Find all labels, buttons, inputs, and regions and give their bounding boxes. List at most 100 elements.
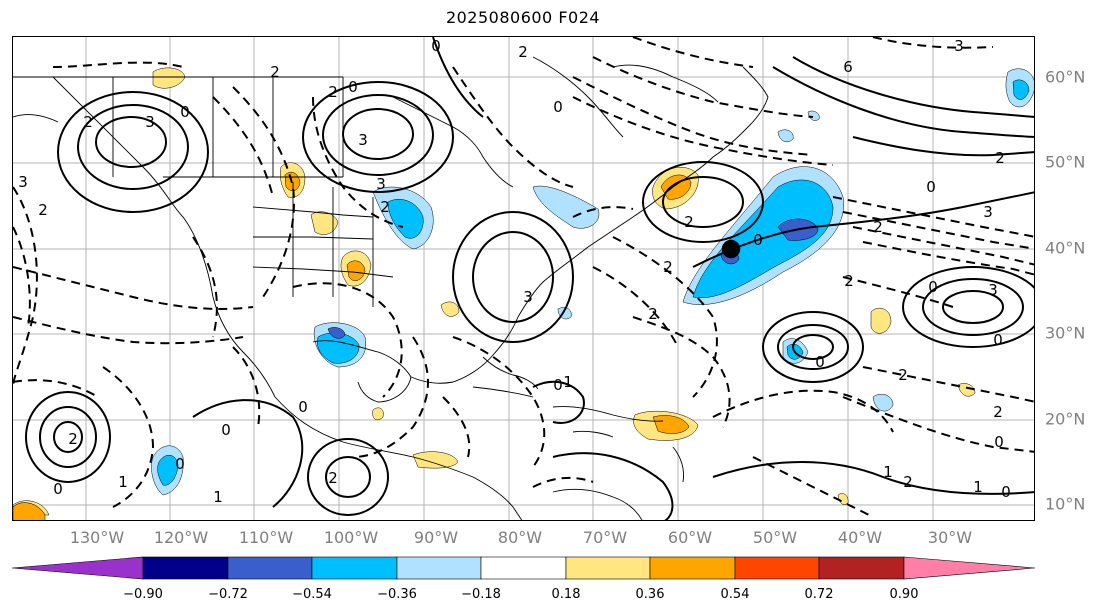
- contour-label: 0: [1001, 483, 1011, 501]
- colorbar-segment: [565, 556, 651, 580]
- contour-label: 1: [213, 488, 223, 506]
- colorbar-segment: [818, 556, 905, 580]
- colorbar-segment: [903, 556, 1036, 580]
- contour-label: 2: [518, 43, 528, 61]
- contour-label: 2: [270, 63, 280, 81]
- contour-label: 1: [973, 478, 983, 496]
- colorbar-segment: [11, 556, 144, 580]
- contour-label: 2: [844, 272, 854, 290]
- colorbar-segment: [649, 556, 736, 580]
- shade-mexico-yellow: [412, 451, 459, 469]
- shade-gulf-darkblue: [327, 327, 346, 339]
- contour-label: 1: [563, 373, 573, 391]
- lat-label-20n: 20°N: [1045, 409, 1086, 429]
- shade-small-yellow-3: [372, 407, 384, 421]
- lon-label-50w: 50°W: [752, 528, 798, 547]
- colorbar-tick: 0.72: [804, 587, 834, 602]
- shade-plains-orange-3: [346, 260, 366, 281]
- shade-small-lightblue-1: [872, 394, 894, 412]
- colorbar-segment: [480, 556, 567, 580]
- contour-label: 0: [175, 455, 185, 473]
- lon-label-90w: 90°W: [413, 528, 459, 547]
- colorbar-segment: [396, 556, 482, 580]
- colorbar-segment: [142, 556, 229, 580]
- coastlines: [13, 56, 769, 520]
- contour-label: 2: [873, 218, 883, 236]
- contour-label: 3: [983, 203, 993, 221]
- contour-label: 3: [954, 37, 964, 55]
- lon-label-120w: 120°W: [153, 528, 209, 547]
- map-canvas: 3 2 0 2 3 3 3 2 2 2 0 0 2 0 3 6 3 2 0 3 …: [13, 37, 1034, 520]
- contour-label: 0: [298, 398, 308, 416]
- contour-label: 0: [994, 433, 1004, 451]
- lon-label-100w: 100°W: [323, 528, 379, 547]
- shade-small-yellow-2: [440, 301, 460, 317]
- contour-label: 3: [523, 288, 533, 306]
- colorbar-segment: [734, 556, 820, 580]
- contour-label: 0: [53, 480, 63, 498]
- contour-label: 0: [753, 231, 763, 249]
- shade-canada-yellow: [152, 67, 186, 89]
- contour-label: 2: [898, 366, 908, 384]
- shade-ne-atl-blue: [1012, 79, 1030, 100]
- colorbar-tick: −0.90: [123, 587, 163, 602]
- contour-label: 0: [815, 353, 825, 371]
- shade-small-yellow-4: [837, 493, 849, 505]
- shade-small-yellow-1: [957, 383, 976, 397]
- contour-label: 2: [995, 149, 1005, 167]
- contour-label: 1: [118, 473, 128, 491]
- contour-label: 0: [993, 331, 1003, 349]
- shade-pacific-blue: [157, 455, 179, 486]
- contour-label: 2: [38, 201, 48, 219]
- lat-label-30n: 30°N: [1045, 323, 1086, 343]
- shade-greatlakes-blue: [387, 199, 424, 239]
- colorbar-tick: 0.90: [889, 587, 919, 602]
- shade-caribbean-orange: [652, 415, 690, 434]
- contour-label: 3: [376, 175, 386, 193]
- contour-label: 0: [553, 98, 563, 116]
- contour-label: 6: [843, 58, 853, 76]
- shade-azores-yellow: [870, 307, 892, 334]
- contour-label: 0: [180, 103, 190, 121]
- contour-label: 2: [993, 403, 1003, 421]
- colorbar-tick: −0.54: [292, 587, 332, 602]
- contour-label: 0: [926, 178, 936, 196]
- contour-label: 2: [903, 473, 913, 491]
- contour-label: 0: [928, 278, 938, 296]
- contours-solid: [25, 37, 1034, 520]
- lat-label-40n: 40°N: [1045, 238, 1086, 258]
- contour-label: 2: [83, 113, 93, 131]
- lon-label-110w: 110°W: [238, 528, 294, 547]
- colorbar-tick: −0.36: [377, 587, 417, 602]
- contour-label: 3: [18, 173, 28, 191]
- colorbar-tick: 0.54: [720, 587, 750, 602]
- lon-label-60w: 60°W: [667, 528, 713, 547]
- colorbar-segments: [11, 556, 1036, 580]
- lon-label-30w: 30°W: [927, 528, 973, 547]
- shade-small-lightblue-2: [777, 129, 794, 143]
- lat-label-50n: 50°N: [1045, 152, 1086, 172]
- contour-label: 3: [988, 281, 998, 299]
- lon-label-130w: 130°W: [69, 528, 125, 547]
- contour-labels: 3 2 0 2 3 3 3 2 2 2 0 0 2 0 3 6 3 2 0 3 …: [18, 37, 1011, 506]
- lat-label-10n: 10°N: [1045, 494, 1086, 514]
- colorbar-tick: −0.18: [461, 587, 501, 602]
- contour-label: 2: [380, 198, 390, 216]
- contour-label: 2: [663, 258, 673, 276]
- contour-label: 2: [648, 305, 658, 323]
- lon-label-80w: 80°W: [497, 528, 543, 547]
- contour-label: 0: [348, 78, 358, 96]
- contour-label: 3: [358, 131, 368, 149]
- contours-dashed: [13, 37, 1034, 518]
- colorbar-tick: 0.36: [635, 587, 665, 602]
- map-panel: 3 2 0 2 3 3 3 2 2 2 0 0 2 0 3 6 3 2 0 3 …: [12, 36, 1035, 521]
- contour-label: 0: [553, 376, 563, 394]
- shade-ne-lightblue: [532, 185, 600, 229]
- map-title: 2025080600 F024: [445, 8, 601, 27]
- contour-label: 2: [328, 469, 338, 487]
- lon-label-40w: 40°W: [837, 528, 883, 547]
- contour-label: 0: [431, 37, 441, 55]
- contour-label: 0: [221, 421, 231, 439]
- lon-label-70w: 70°W: [582, 528, 628, 547]
- colorbar-tick: 0.18: [551, 587, 581, 602]
